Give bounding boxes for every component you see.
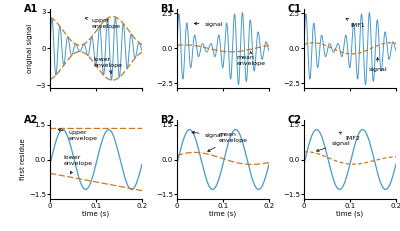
Text: signal: signal <box>194 22 223 27</box>
Text: signal: signal <box>368 58 387 72</box>
Text: B1: B1 <box>160 4 174 14</box>
Text: C1: C1 <box>288 4 302 14</box>
Y-axis label: original signal: original signal <box>27 24 33 73</box>
Text: A2: A2 <box>24 115 38 125</box>
Text: C2: C2 <box>288 115 302 125</box>
X-axis label: time (s): time (s) <box>82 210 110 217</box>
X-axis label: time (s): time (s) <box>336 210 364 217</box>
Text: A1: A1 <box>24 4 38 14</box>
Text: B2: B2 <box>160 115 174 125</box>
Text: IMF2: IMF2 <box>340 132 360 141</box>
Text: upper
envelope: upper envelope <box>58 129 98 141</box>
Text: upper
envelope: upper envelope <box>85 17 120 29</box>
Text: lower
envelope: lower envelope <box>94 57 123 73</box>
Text: mean
envelope: mean envelope <box>208 132 247 151</box>
Y-axis label: first residue: first residue <box>20 139 26 180</box>
Text: mean
envelope: mean envelope <box>237 52 266 66</box>
Text: lower
envelope: lower envelope <box>64 155 93 174</box>
X-axis label: time (s): time (s) <box>210 210 236 217</box>
Text: signal: signal <box>192 131 223 137</box>
Text: IMF1: IMF1 <box>346 18 365 28</box>
Text: signal: signal <box>316 140 350 152</box>
